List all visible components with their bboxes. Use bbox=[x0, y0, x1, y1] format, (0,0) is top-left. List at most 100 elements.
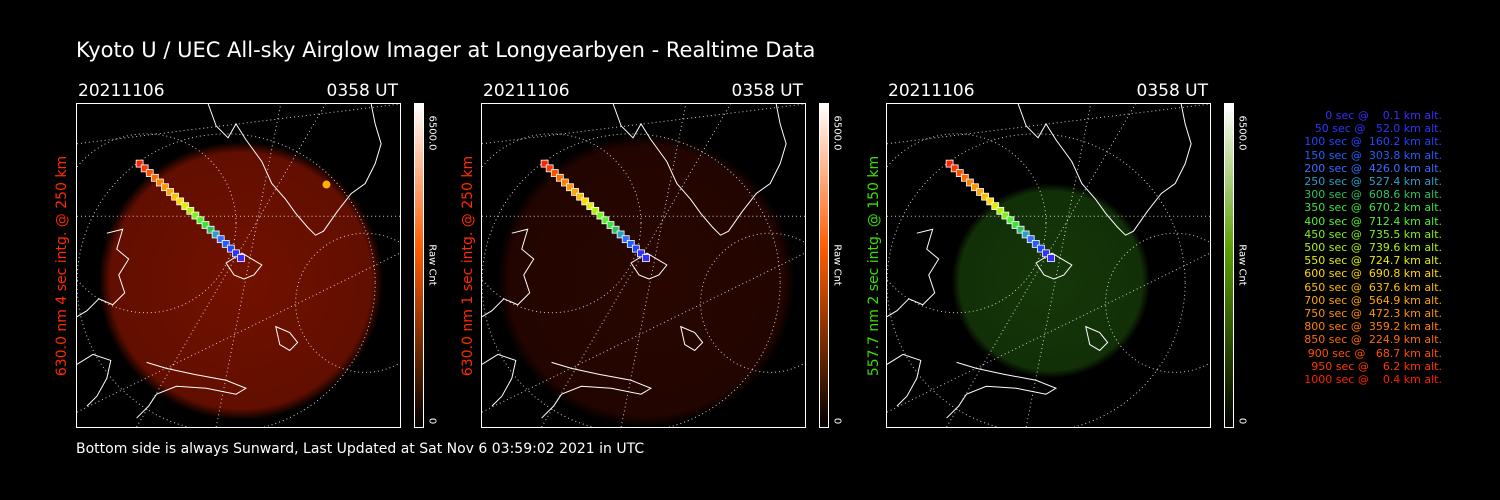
panel-1-cbar-max: 6500.0 bbox=[426, 115, 438, 151]
legend-item: 100 sec @ 160.2 km alt. bbox=[1300, 135, 1442, 149]
trajectory-marker bbox=[945, 159, 954, 168]
legend-item: 150 sec @ 303.8 km alt. bbox=[1300, 148, 1442, 162]
grid-line bbox=[946, 104, 1136, 427]
trajectory-marker bbox=[955, 169, 964, 177]
trajectory-marker bbox=[950, 164, 959, 173]
panel-2-side-label: 630.0 nm 1 sec intg. @ 250 km bbox=[458, 103, 478, 428]
coastline bbox=[1085, 325, 1109, 352]
trajectory-marker bbox=[1006, 216, 1015, 225]
panel-3-time: 0358 UT bbox=[1136, 81, 1209, 101]
coastline bbox=[1035, 252, 1073, 280]
coastline bbox=[482, 228, 535, 318]
grid-circle bbox=[77, 133, 376, 427]
coastline bbox=[887, 353, 922, 407]
coastline bbox=[1017, 104, 1192, 236]
coastline bbox=[630, 252, 668, 280]
grid-line bbox=[77, 252, 400, 413]
grid-line bbox=[482, 252, 805, 413]
trajectory-marker bbox=[611, 225, 620, 234]
panel-2-image bbox=[481, 103, 806, 428]
legend-item: 400 sec @ 712.4 km alt. bbox=[1300, 214, 1442, 228]
grid-circle bbox=[887, 133, 1186, 427]
coastline bbox=[541, 361, 653, 419]
trajectory-marker bbox=[621, 235, 630, 244]
legend-item: 350 sec @ 670.2 km alt. bbox=[1300, 201, 1442, 215]
trajectory-marker bbox=[631, 244, 640, 253]
coastline bbox=[207, 104, 382, 236]
trajectory-marker bbox=[186, 206, 195, 215]
trajectory-marker bbox=[642, 254, 650, 262]
grid-line bbox=[482, 104, 805, 145]
legend-item: 50 sec @ 52.0 km alt. bbox=[1307, 122, 1442, 136]
coastline bbox=[275, 325, 299, 352]
footer-note: Bottom side is always Sunward, Last Upda… bbox=[76, 441, 645, 457]
trajectory-marker bbox=[1021, 230, 1030, 239]
coastline bbox=[612, 104, 787, 236]
trajectory-marker bbox=[206, 225, 215, 234]
legend-item: 500 sec @ 739.6 km alt. bbox=[1300, 241, 1442, 255]
trajectory-marker bbox=[601, 216, 610, 225]
grid-line bbox=[887, 252, 1210, 413]
coastline bbox=[77, 228, 130, 318]
trajectory-marker bbox=[571, 188, 579, 196]
panel-2-side-label-text: 630.0 nm 1 sec intg. @ 250 km bbox=[460, 155, 476, 376]
panel-1-side-label-text: 630.0 nm 4 sec intg. @ 250 km bbox=[54, 155, 70, 376]
trajectory-marker bbox=[237, 254, 245, 262]
trajectory-marker bbox=[171, 192, 179, 201]
trajectory-marker bbox=[966, 178, 974, 187]
legend-item: 450 sec @ 735.5 km alt. bbox=[1300, 227, 1442, 241]
legend-item: 300 sec @ 608.6 km alt. bbox=[1300, 188, 1442, 202]
trajectory-marker bbox=[986, 197, 995, 206]
trajectory-marker bbox=[211, 230, 220, 239]
grid-line bbox=[541, 104, 731, 427]
trajectory-marker bbox=[232, 249, 240, 258]
legend-item: 550 sec @ 724.7 km alt. bbox=[1300, 254, 1442, 268]
legend-item: 850 sec @ 224.9 km alt. bbox=[1300, 333, 1442, 347]
trajectory-marker bbox=[996, 206, 1005, 215]
trajectory-marker bbox=[135, 159, 144, 168]
trajectory-marker bbox=[156, 178, 164, 187]
trajectory-marker bbox=[181, 202, 190, 210]
trajectory-marker bbox=[555, 173, 564, 182]
trajectory-marker bbox=[981, 192, 989, 201]
panel-1-date: 20211106 bbox=[78, 81, 165, 101]
panel-1-colorbar-labels: 6500.0 Raw Cnt 0 bbox=[424, 103, 440, 428]
trajectory-marker bbox=[201, 221, 210, 229]
coastline bbox=[225, 252, 263, 280]
panel-2-time: 0358 UT bbox=[731, 81, 804, 101]
trajectory-marker bbox=[550, 169, 559, 177]
allsky-image bbox=[887, 104, 1210, 427]
legend-item: 800 sec @ 359.2 km alt. bbox=[1300, 320, 1442, 334]
trajectory-marker bbox=[1047, 254, 1055, 262]
panel-2-colorbar-labels: 6500.0 Raw Cnt 0 bbox=[829, 103, 845, 428]
trajectory-marker bbox=[576, 192, 584, 201]
panel-3-colorbar bbox=[1224, 103, 1234, 428]
legend-item: 650 sec @ 637.6 km alt. bbox=[1300, 280, 1442, 294]
grid-line bbox=[136, 104, 326, 427]
trajectory-marker bbox=[991, 202, 1000, 210]
trajectory-marker bbox=[971, 183, 979, 192]
trajectory-marker bbox=[161, 183, 169, 192]
panel-2-cbar-unit: Raw Cnt bbox=[831, 244, 843, 286]
panel-2-date: 20211106 bbox=[483, 81, 570, 101]
panel-2-cbar-max: 6500.0 bbox=[831, 115, 843, 151]
trajectory-marker bbox=[1016, 225, 1025, 234]
legend-item: 950 sec @ 6.2 km alt. bbox=[1307, 359, 1442, 373]
legend-item: 700 sec @ 564.9 km alt. bbox=[1300, 293, 1442, 307]
trajectory-marker bbox=[561, 178, 569, 187]
airglow-disk bbox=[98, 141, 384, 421]
panel-3-cbar-min: 0 bbox=[1236, 417, 1248, 425]
trajectory-marker bbox=[191, 211, 200, 220]
trajectory-marker bbox=[221, 240, 230, 248]
legend-item: 750 sec @ 472.3 km alt. bbox=[1300, 307, 1442, 321]
grid-line bbox=[1025, 104, 1092, 427]
legend-item: 0 sec @ 0.1 km alt. bbox=[1314, 109, 1442, 122]
legend-item: 250 sec @ 527.4 km alt. bbox=[1300, 175, 1442, 189]
trajectory-marker bbox=[150, 173, 159, 182]
trajectory-marker bbox=[1011, 221, 1020, 229]
allsky-image bbox=[77, 104, 400, 427]
trajectory-marker bbox=[960, 173, 969, 182]
page-title: Kyoto U / UEC All-sky Airglow Imager at … bbox=[76, 38, 816, 62]
panel-3-side-label: 557.7 nm 2 sec intg. @ 150 km bbox=[864, 103, 884, 428]
panel-3-side-label-text: 557.7 nm 2 sec intg. @ 150 km bbox=[866, 155, 882, 376]
